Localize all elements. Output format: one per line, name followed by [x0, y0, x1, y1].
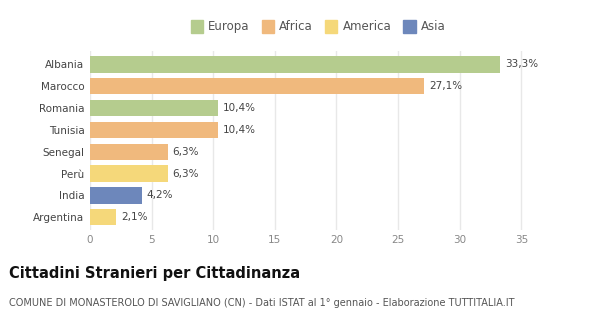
Bar [90, 100, 218, 116]
Bar [90, 122, 218, 138]
Text: 33,3%: 33,3% [505, 59, 538, 69]
Text: 6,3%: 6,3% [173, 169, 199, 179]
Bar [90, 56, 500, 73]
Text: 10,4%: 10,4% [223, 103, 256, 113]
Bar [90, 165, 167, 182]
Bar [90, 78, 424, 94]
Text: COMUNE DI MONASTEROLO DI SAVIGLIANO (CN) - Dati ISTAT al 1° gennaio - Elaborazio: COMUNE DI MONASTEROLO DI SAVIGLIANO (CN)… [9, 298, 515, 308]
Text: Cittadini Stranieri per Cittadinanza: Cittadini Stranieri per Cittadinanza [9, 266, 300, 281]
Text: 2,1%: 2,1% [121, 212, 148, 222]
Text: 6,3%: 6,3% [173, 147, 199, 157]
Bar [90, 144, 167, 160]
Text: 10,4%: 10,4% [223, 125, 256, 135]
Legend: Europa, Africa, America, Asia: Europa, Africa, America, Asia [188, 18, 448, 36]
Text: 27,1%: 27,1% [429, 81, 462, 91]
Bar [90, 209, 116, 226]
Text: 4,2%: 4,2% [146, 190, 173, 200]
Bar [90, 187, 142, 204]
